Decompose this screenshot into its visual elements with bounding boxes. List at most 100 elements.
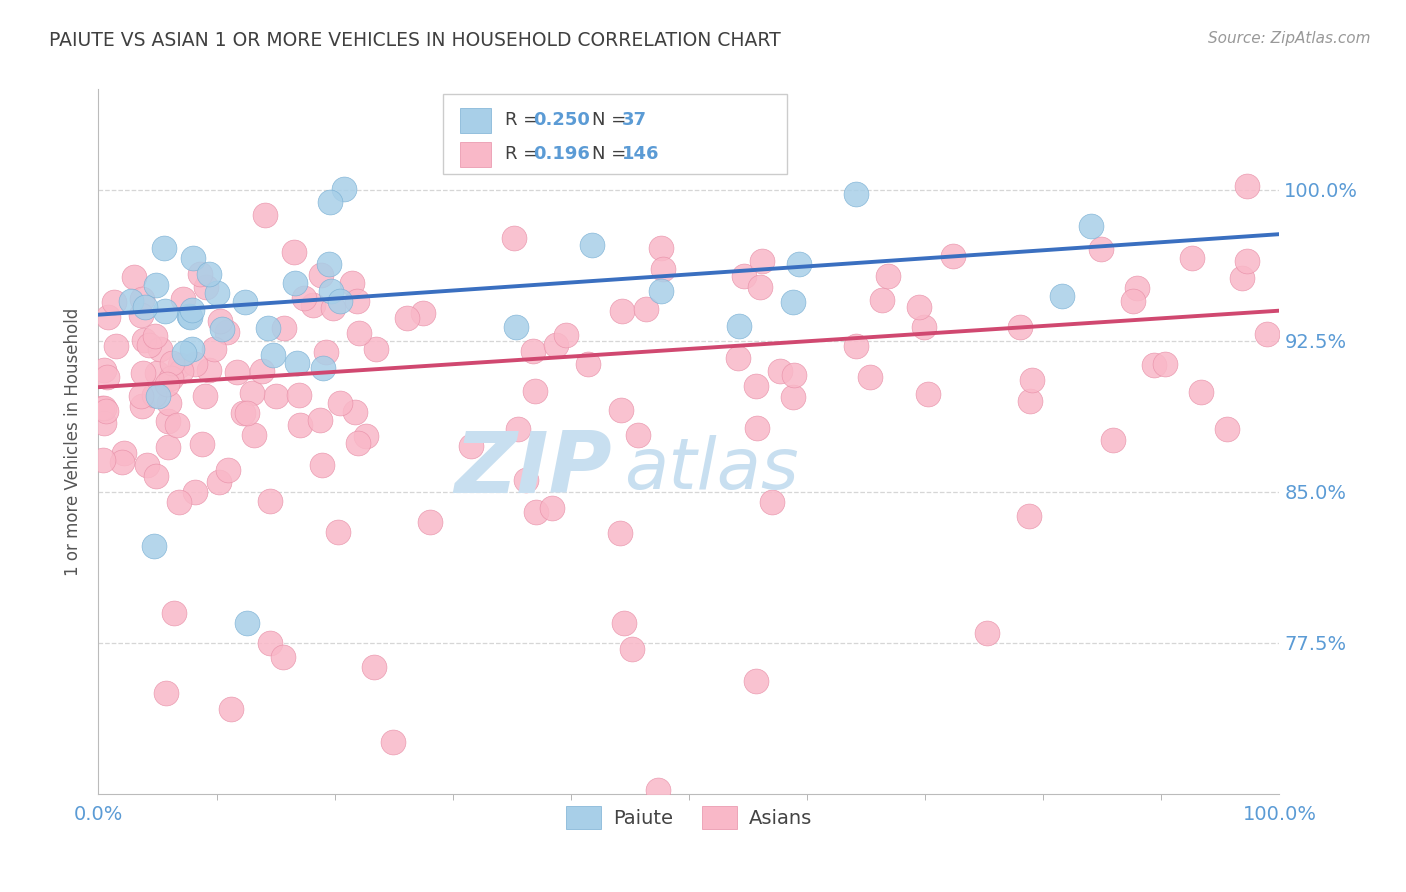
- Asians: [346, 294, 368, 309]
- Asians: [651, 262, 673, 277]
- Asians: [194, 279, 217, 293]
- Asians: [1236, 254, 1258, 268]
- Text: PAIUTE VS ASIAN 1 OR MORE VEHICLES IN HOUSEHOLD CORRELATION CHART: PAIUTE VS ASIAN 1 OR MORE VEHICLES IN HO…: [49, 31, 780, 50]
- Paiute: [787, 257, 810, 271]
- Asians: [322, 301, 344, 315]
- Asians: [523, 384, 546, 398]
- Paiute: [1052, 289, 1074, 303]
- Asians: [156, 440, 179, 454]
- Text: N =: N =: [592, 112, 631, 129]
- Asians: [143, 328, 166, 343]
- Asians: [194, 389, 217, 403]
- Asians: [156, 414, 179, 428]
- Asians: [129, 389, 152, 403]
- Text: atlas: atlas: [624, 435, 799, 504]
- Paiute: [329, 294, 352, 309]
- Paiute: [179, 310, 201, 324]
- Asians: [184, 358, 207, 372]
- Paiute: [179, 309, 201, 323]
- Asians: [315, 345, 337, 359]
- Asians: [202, 342, 225, 356]
- Asians: [907, 300, 929, 314]
- Asians: [131, 308, 153, 322]
- Asians: [1232, 271, 1254, 285]
- Asians: [215, 325, 238, 339]
- Paiute: [257, 321, 280, 335]
- Paiute: [153, 304, 176, 318]
- Paiute: [782, 295, 804, 310]
- Asians: [609, 526, 631, 541]
- Asians: [745, 674, 768, 689]
- Paiute: [312, 361, 335, 376]
- Asians: [576, 357, 599, 371]
- Asians: [845, 339, 868, 353]
- Asians: [232, 406, 254, 420]
- Asians: [1090, 242, 1112, 256]
- Asians: [749, 279, 772, 293]
- Asians: [170, 363, 193, 377]
- Asians: [419, 515, 441, 529]
- Asians: [761, 495, 783, 509]
- Asians: [191, 437, 214, 451]
- Asians: [91, 401, 114, 415]
- Asians: [460, 439, 482, 453]
- Text: 0.250: 0.250: [533, 112, 589, 129]
- Paiute: [262, 347, 284, 361]
- Asians: [727, 351, 749, 365]
- Asians: [329, 396, 352, 410]
- Asians: [1154, 357, 1177, 371]
- Asians: [526, 505, 548, 519]
- Asians: [1189, 384, 1212, 399]
- Paiute: [207, 286, 229, 301]
- Asians: [131, 399, 153, 413]
- Asians: [190, 267, 212, 281]
- Asians: [768, 364, 790, 378]
- Asians: [917, 387, 939, 401]
- Paiute: [235, 615, 257, 630]
- Asians: [143, 388, 166, 402]
- Asians: [259, 636, 281, 650]
- Asians: [236, 406, 259, 420]
- Asians: [508, 422, 530, 436]
- Paiute: [180, 342, 202, 356]
- Asians: [93, 417, 115, 431]
- Text: R =: R =: [505, 112, 544, 129]
- Asians: [97, 310, 120, 325]
- Asians: [266, 389, 288, 403]
- Asians: [112, 446, 135, 460]
- Paiute: [728, 318, 751, 333]
- Asians: [159, 396, 181, 410]
- Asians: [733, 269, 755, 284]
- Paiute: [321, 284, 343, 298]
- Asians: [166, 417, 188, 432]
- Asians: [976, 625, 998, 640]
- Asians: [1102, 433, 1125, 447]
- Paiute: [318, 257, 340, 271]
- Asians: [346, 435, 368, 450]
- Paiute: [333, 182, 356, 196]
- Asians: [134, 333, 156, 347]
- Asians: [243, 427, 266, 442]
- Asians: [1181, 251, 1204, 265]
- Asians: [326, 525, 349, 540]
- Asians: [163, 606, 186, 620]
- Asians: [160, 371, 183, 385]
- Asians: [169, 358, 191, 372]
- Asians: [253, 208, 276, 222]
- Asians: [412, 306, 434, 320]
- Asians: [209, 314, 232, 328]
- Paiute: [198, 267, 221, 281]
- Asians: [131, 292, 153, 306]
- Asians: [1122, 294, 1144, 309]
- Text: Source: ZipAtlas.com: Source: ZipAtlas.com: [1208, 31, 1371, 46]
- Asians: [145, 367, 167, 381]
- Asians: [1018, 509, 1040, 524]
- Asians: [294, 291, 316, 305]
- Asians: [363, 660, 385, 674]
- Asians: [217, 463, 239, 477]
- Asians: [782, 390, 804, 404]
- Asians: [1236, 178, 1258, 193]
- Asians: [145, 469, 167, 483]
- Asians: [344, 405, 367, 419]
- Asians: [347, 326, 370, 340]
